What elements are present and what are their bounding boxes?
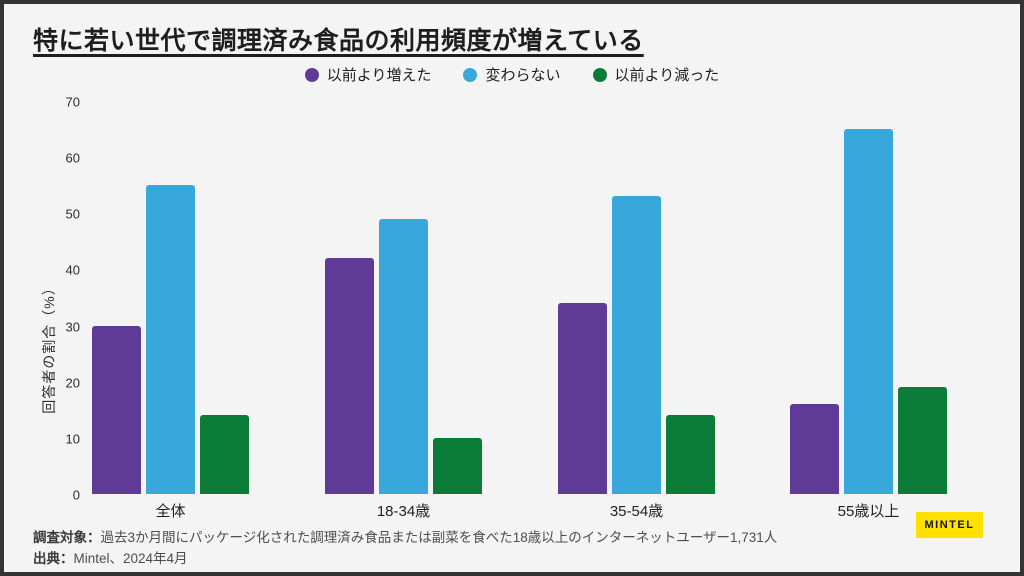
legend-item: 以前より減った	[592, 64, 720, 85]
bar	[200, 415, 249, 494]
chart-footnote: 調査対象：過去3か月間にパッケージ化された調理済み食品または副菜を食べた18歳以…	[33, 527, 777, 569]
chart-legend: 以前より増えた 変わらない 以前より減った	[0, 64, 1024, 85]
source-note-label: 出典：	[33, 551, 74, 566]
source-note: 出典：Mintel、2024年4月	[33, 548, 777, 569]
bar	[433, 437, 482, 494]
y-axis-tick: 0	[72, 487, 80, 503]
legend-item: 変わらない	[463, 64, 561, 85]
legend-label: 以前より増えた	[326, 67, 432, 84]
bar	[92, 325, 141, 494]
bar	[844, 129, 893, 494]
bar	[558, 303, 607, 494]
y-axis-tick: 10	[65, 431, 80, 447]
bar	[146, 185, 195, 494]
survey-note-text: 過去3か月間にパッケージ化された調理済み食品または副菜を食べた18歳以上のインタ…	[100, 530, 778, 545]
x-axis-category-label: 18-34歳	[376, 503, 431, 520]
legend-label: 以前より減った	[614, 67, 720, 84]
y-axis-tick: 20	[65, 375, 80, 391]
bar	[790, 404, 839, 494]
y-axis-tick: 40	[65, 262, 80, 278]
x-axis-category-label: 55歳以上	[837, 503, 900, 520]
legend-swatch-icon	[304, 67, 319, 82]
x-axis-category-label: 35-54歳	[609, 503, 664, 520]
y-axis-tick: 60	[65, 150, 80, 166]
y-axis-tick: 70	[65, 94, 80, 110]
bar	[325, 258, 374, 494]
x-axis-category-label: 全体	[155, 503, 186, 520]
y-axis-tick: 30	[65, 319, 80, 335]
bar	[379, 218, 428, 494]
bar	[612, 196, 661, 494]
mintel-logo: MINTEL	[916, 512, 983, 538]
survey-note: 調査対象：過去3か月間にパッケージ化された調理済み食品または副菜を食べた18歳以…	[33, 527, 777, 548]
source-note-text: Mintel、2024年4月	[73, 551, 188, 566]
legend-swatch-icon	[463, 67, 478, 82]
bar	[666, 415, 715, 494]
bar	[898, 387, 947, 494]
survey-note-label: 調査対象：	[33, 530, 101, 545]
legend-item: 以前より増えた	[304, 64, 432, 85]
chart-title: 特に若い世代で調理済み食品の利用頻度が増えている	[33, 27, 644, 55]
y-axis-tick: 50	[65, 206, 80, 222]
legend-swatch-icon	[592, 67, 607, 82]
legend-label: 変わらない	[485, 67, 561, 84]
